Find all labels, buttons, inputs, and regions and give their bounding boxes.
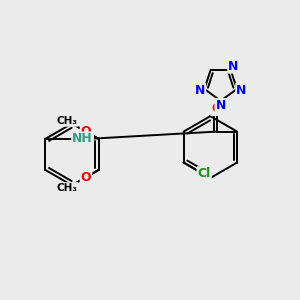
Text: O: O bbox=[81, 125, 91, 138]
Text: NH: NH bbox=[72, 133, 93, 146]
Text: CH₃: CH₃ bbox=[57, 116, 78, 126]
Text: O: O bbox=[211, 102, 222, 115]
Text: N: N bbox=[236, 84, 247, 97]
Text: N: N bbox=[195, 84, 205, 97]
Text: O: O bbox=[81, 171, 91, 184]
Text: Cl: Cl bbox=[198, 167, 211, 180]
Text: N: N bbox=[228, 60, 239, 73]
Text: N: N bbox=[215, 99, 226, 112]
Text: CH₃: CH₃ bbox=[57, 183, 78, 193]
